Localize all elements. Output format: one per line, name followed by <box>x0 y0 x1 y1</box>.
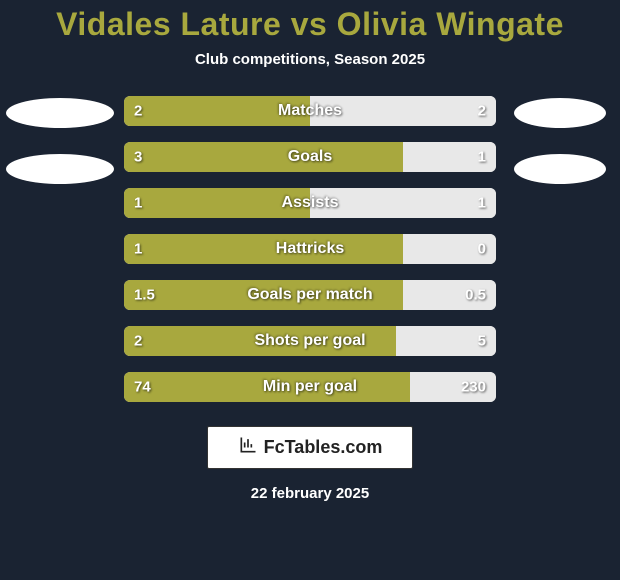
stat-label: Shots per goal <box>254 332 365 350</box>
player-right-photo-2 <box>514 154 606 184</box>
stat-value-left: 1 <box>134 195 142 212</box>
player-left-photo-1 <box>6 98 114 128</box>
stat-bar-left <box>124 142 403 172</box>
page-title: Vidales Lature vs Olivia Wingate <box>56 6 564 43</box>
attribution-badge: FcTables.com <box>207 426 414 469</box>
stat-row: Goals per match 1.5 0.5 <box>124 280 496 310</box>
stat-value-right: 2 <box>478 103 486 120</box>
stat-value-left: 3 <box>134 149 142 166</box>
stat-value-right: 0 <box>478 241 486 258</box>
stat-value-left: 2 <box>134 333 142 350</box>
stat-value-left: 1.5 <box>134 287 155 304</box>
stat-row: Hattricks 1 0 <box>124 234 496 264</box>
player-right-photos <box>500 96 620 184</box>
stat-value-right: 5 <box>478 333 486 350</box>
chart-area: Matches 2 2 Goals 3 1 Assists 1 1 Hattricks 1 0 Goal… <box>0 96 620 402</box>
stat-bars: Matches 2 2 Goals 3 1 Assists 1 1 Hattricks 1 0 Goal… <box>124 96 496 402</box>
stat-value-right: 0.5 <box>465 287 486 304</box>
player-left-photo-2 <box>6 154 114 184</box>
stat-bar-left <box>124 234 403 264</box>
stat-row: Shots per goal 2 5 <box>124 326 496 356</box>
stat-row: Min per goal 74 230 <box>124 372 496 402</box>
player-left-photos <box>0 96 120 184</box>
stat-row: Goals 3 1 <box>124 142 496 172</box>
chart-icon <box>238 435 258 460</box>
stat-value-right: 1 <box>478 195 486 212</box>
attribution-text: FcTables.com <box>264 437 383 458</box>
player-right-photo-1 <box>514 98 606 128</box>
stat-label: Goals <box>288 148 332 166</box>
stat-label: Goals per match <box>247 286 372 304</box>
stat-label: Matches <box>278 102 342 120</box>
date-label: 22 february 2025 <box>251 485 369 502</box>
stat-row: Matches 2 2 <box>124 96 496 126</box>
stat-value-left: 74 <box>134 379 151 396</box>
stat-value-left: 2 <box>134 103 142 120</box>
page-subtitle: Club competitions, Season 2025 <box>195 51 425 68</box>
comparison-infographic: Vidales Lature vs Olivia Wingate Club co… <box>0 0 620 580</box>
stat-row: Assists 1 1 <box>124 188 496 218</box>
stat-value-right: 1 <box>478 149 486 166</box>
stat-label: Hattricks <box>276 240 344 258</box>
stat-value-left: 1 <box>134 241 142 258</box>
stat-value-right: 230 <box>461 379 486 396</box>
stat-label: Min per goal <box>263 378 357 396</box>
stat-label: Assists <box>282 194 339 212</box>
